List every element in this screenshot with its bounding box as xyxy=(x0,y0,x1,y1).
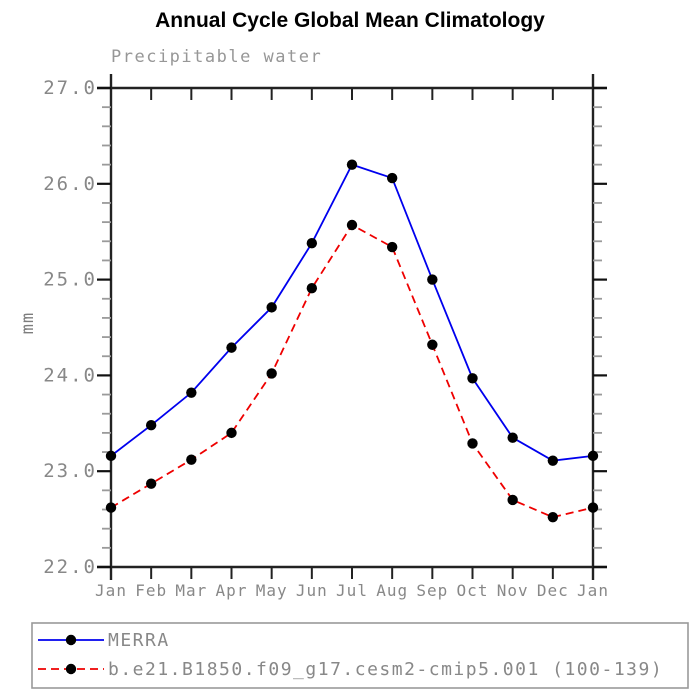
data-point xyxy=(346,159,358,170)
y-tick-label: 27.0 xyxy=(43,77,97,99)
data-point xyxy=(306,237,318,249)
data-point xyxy=(346,219,358,231)
chart-subtitle: Precipitable water xyxy=(111,47,323,67)
legend-marker xyxy=(65,663,77,675)
data-point xyxy=(145,420,157,431)
data-point xyxy=(105,450,117,462)
series-line-model xyxy=(110,223,594,519)
data-point xyxy=(547,455,559,466)
x-tick-label: Jan xyxy=(95,581,127,600)
legend-label: MERRA xyxy=(108,630,170,651)
x-tick-label: Aug xyxy=(376,581,408,600)
x-tick-label: Mar xyxy=(175,581,207,600)
data-point xyxy=(386,241,398,253)
data-point xyxy=(145,478,157,489)
data-point xyxy=(427,274,438,285)
data-point xyxy=(226,342,237,353)
data-point xyxy=(226,427,237,439)
data-point xyxy=(186,387,197,398)
data-point xyxy=(547,511,559,523)
data-point xyxy=(587,502,599,513)
y-tick-label: 26.0 xyxy=(43,173,97,195)
data-point xyxy=(467,438,478,449)
chart-title: Annual Cycle Global Mean Climatology xyxy=(155,9,545,32)
x-tick-label: Jul xyxy=(336,581,368,600)
x-tick-label: May xyxy=(256,581,288,600)
y-tick-label: 25.0 xyxy=(43,269,97,291)
x-tick-label: Oct xyxy=(457,581,489,600)
y-tick-label: 22.0 xyxy=(43,556,97,578)
legend-marker xyxy=(65,634,77,646)
x-tick-label: Jan xyxy=(577,581,609,600)
x-tick-label: Sep xyxy=(416,581,448,600)
data-point xyxy=(427,339,438,350)
data-point xyxy=(266,368,277,379)
data-point xyxy=(105,502,117,513)
data-point xyxy=(507,494,518,506)
data-point xyxy=(266,302,277,313)
x-tick-label: Nov xyxy=(497,581,529,600)
data-point xyxy=(467,373,478,384)
x-tick-label: Feb xyxy=(135,581,167,600)
data-point xyxy=(186,454,197,465)
legend-box xyxy=(31,622,689,689)
data-point xyxy=(507,432,518,443)
y-tick-label: 24.0 xyxy=(43,364,97,386)
data-point xyxy=(386,172,398,184)
data-point xyxy=(587,450,599,462)
x-tick-label: Apr xyxy=(216,581,248,600)
legend-label: b.e21.B1850.f09_g17.cesm2-cmip5.001 (100… xyxy=(108,659,663,680)
y-tick-label: 23.0 xyxy=(43,460,97,482)
x-tick-label: Dec xyxy=(537,581,569,600)
x-tick-label: Jun xyxy=(296,581,328,600)
data-point xyxy=(306,283,318,294)
series-line-merra xyxy=(110,163,594,462)
